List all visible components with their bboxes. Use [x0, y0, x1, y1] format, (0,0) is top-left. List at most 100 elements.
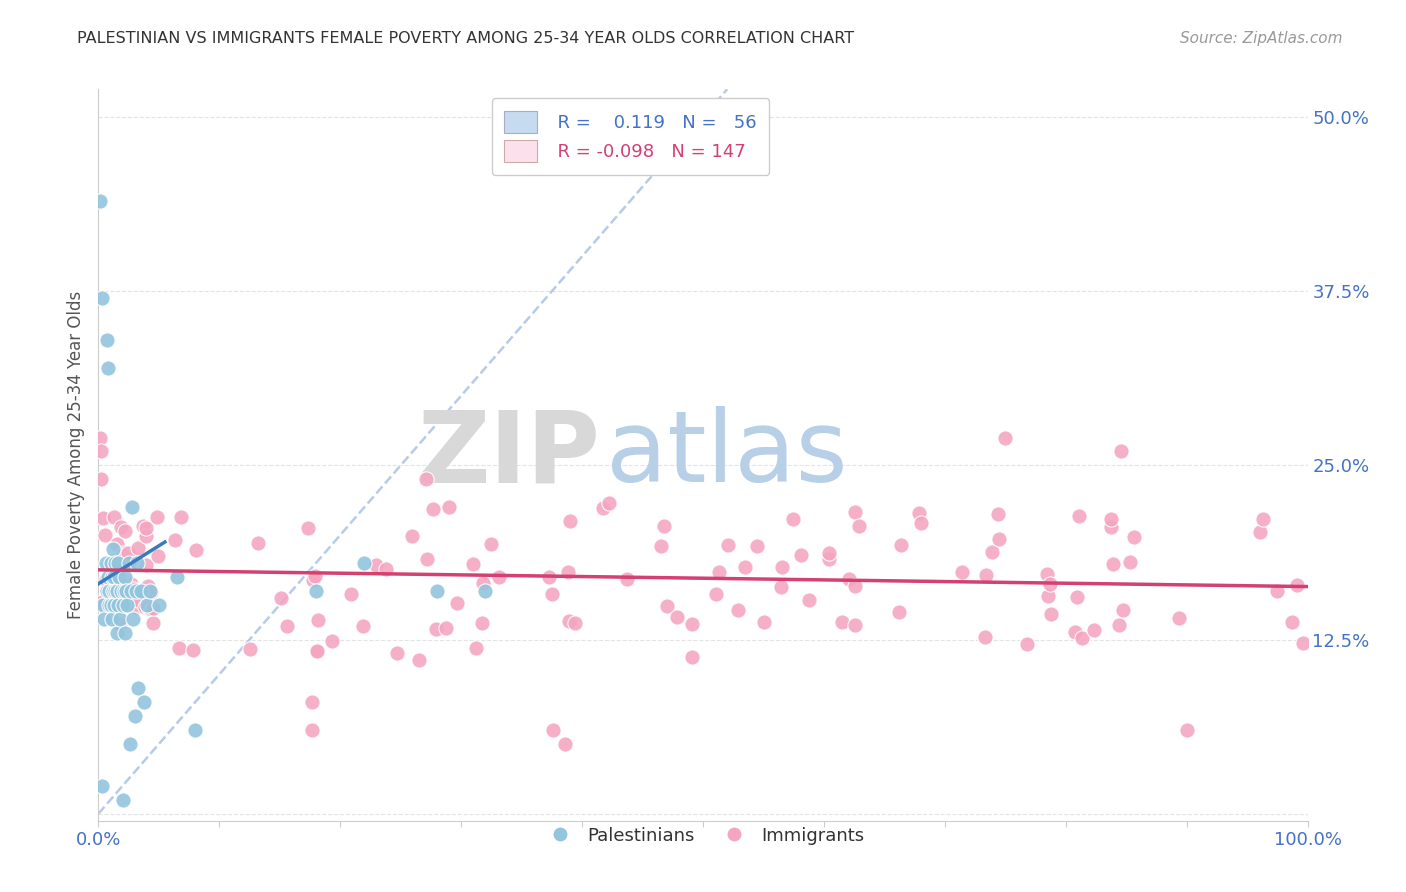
Point — [246, 536, 269, 550]
Point — [1069, 509, 1091, 524]
Point — [1101, 558, 1123, 572]
Point — [97, 570, 120, 584]
Point — [973, 630, 995, 644]
Point — [121, 582, 143, 597]
Point — [117, 546, 139, 560]
Point — [307, 644, 329, 658]
Legend: Palestinians, Immigrants: Palestinians, Immigrants — [534, 820, 872, 852]
Point — [558, 514, 581, 528]
Point — [558, 615, 581, 629]
Point — [887, 605, 910, 619]
Point — [304, 569, 326, 583]
Point — [146, 510, 169, 524]
Point — [974, 567, 997, 582]
Point — [239, 642, 262, 657]
Point — [890, 538, 912, 552]
Point — [554, 737, 576, 751]
Point — [987, 507, 1010, 521]
Point — [127, 541, 149, 556]
Point — [831, 615, 853, 629]
Point — [844, 504, 866, 518]
Point — [118, 737, 141, 751]
Point — [105, 537, 128, 551]
Point — [1036, 589, 1059, 603]
Point — [408, 653, 430, 667]
Point — [94, 572, 117, 586]
Point — [165, 533, 187, 547]
Point — [1285, 578, 1308, 592]
Point — [1249, 525, 1271, 540]
Point — [98, 598, 121, 612]
Point — [120, 583, 142, 598]
Point — [465, 641, 488, 656]
Point — [146, 549, 169, 563]
Point — [471, 615, 494, 630]
Point — [655, 599, 678, 614]
Text: ZIP: ZIP — [418, 407, 600, 503]
Point — [111, 793, 134, 807]
Point — [124, 709, 146, 723]
Point — [734, 560, 756, 574]
Point — [115, 583, 138, 598]
Point — [1108, 618, 1130, 632]
Point — [488, 570, 510, 584]
Point — [110, 585, 132, 599]
Point — [541, 587, 564, 601]
Point — [100, 556, 122, 570]
Point — [110, 616, 132, 631]
Point — [114, 625, 136, 640]
Point — [425, 622, 447, 636]
Point — [1168, 611, 1191, 625]
Point — [184, 543, 207, 558]
Point — [103, 510, 125, 524]
Point — [1112, 603, 1135, 617]
Point — [416, 552, 439, 566]
Point — [1015, 637, 1038, 651]
Point — [142, 601, 165, 615]
Point — [104, 583, 127, 598]
Point — [90, 472, 112, 486]
Point — [374, 562, 396, 576]
Point — [110, 519, 132, 533]
Point — [139, 602, 162, 616]
Point — [1071, 632, 1094, 646]
Point — [707, 565, 730, 579]
Point — [681, 617, 703, 632]
Point — [91, 595, 114, 609]
Point — [105, 625, 128, 640]
Point — [96, 333, 118, 347]
Point — [101, 583, 124, 598]
Point — [276, 619, 298, 633]
Point — [988, 532, 1011, 546]
Point — [135, 521, 157, 535]
Text: PALESTINIAN VS IMMIGRANTS FEMALE POVERTY AMONG 25-34 YEAR OLDS CORRELATION CHART: PALESTINIAN VS IMMIGRANTS FEMALE POVERTY… — [77, 31, 855, 46]
Point — [118, 592, 141, 607]
Point — [111, 598, 134, 612]
Point — [1175, 723, 1198, 737]
Point — [167, 640, 190, 655]
Point — [422, 502, 444, 516]
Point — [616, 572, 638, 586]
Point — [112, 546, 135, 560]
Point — [108, 570, 131, 584]
Point — [305, 583, 328, 598]
Point — [148, 598, 170, 612]
Point — [297, 521, 319, 535]
Point — [114, 524, 136, 539]
Point — [353, 556, 375, 570]
Point — [752, 615, 775, 629]
Point — [770, 580, 793, 594]
Point — [1039, 577, 1062, 591]
Point — [385, 646, 408, 660]
Point — [127, 593, 149, 607]
Point — [91, 511, 114, 525]
Point — [100, 598, 122, 612]
Point — [479, 537, 502, 551]
Point — [103, 570, 125, 584]
Point — [446, 597, 468, 611]
Point — [1267, 583, 1289, 598]
Point — [98, 583, 121, 598]
Point — [117, 598, 139, 612]
Point — [135, 598, 157, 612]
Point — [112, 549, 135, 563]
